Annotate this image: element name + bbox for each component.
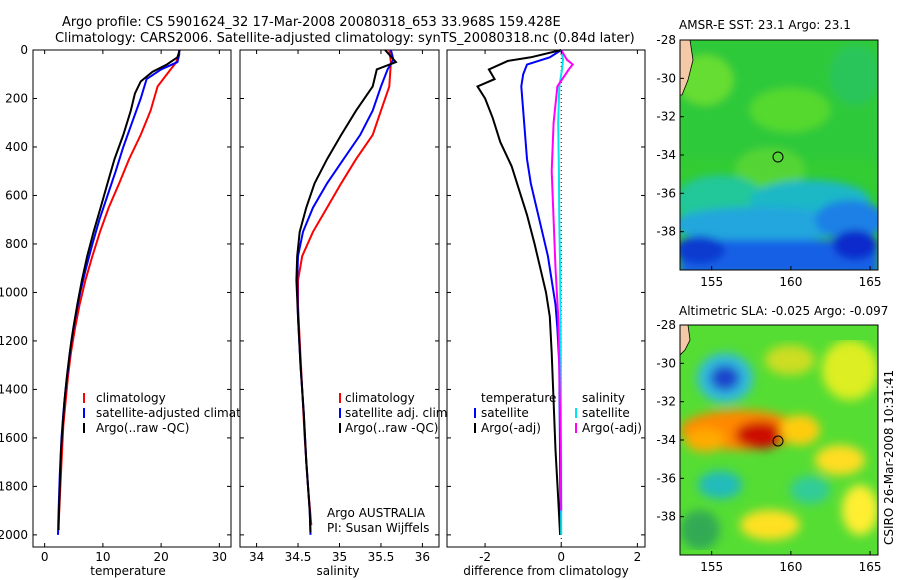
sst-field: [680, 40, 878, 270]
map-y-tick-label: -34: [656, 433, 676, 447]
x-tick-label: -2: [479, 550, 491, 564]
map-x-tick-label: 165: [859, 560, 882, 574]
legend-label-climatology: climatology: [96, 391, 166, 405]
y-tick-label: 1000: [0, 285, 28, 299]
salinity-xlabel: salinity: [316, 564, 359, 578]
argo-note-line2: PI: Susan Wijffels: [327, 521, 429, 535]
difference-panel: -2 0 2 difference from climatology tempera…: [446, 49, 646, 578]
x-tick-label: 10: [95, 550, 110, 564]
y-tick-label: 1400: [0, 382, 28, 396]
difference-legend: temperature satellite Argo(-adj) salinit…: [474, 391, 642, 435]
legend-label-temp-argo: Argo(-adj): [481, 421, 541, 435]
legend-label-sal-satellite: satellite: [582, 406, 630, 420]
x-tick-label: 34.5: [285, 550, 312, 564]
sla-field: [680, 325, 878, 555]
x-tick-label: 0: [41, 550, 49, 564]
map-y-tick-label: -30: [656, 356, 676, 370]
y-tick-label: 0: [20, 43, 28, 57]
temperature-xlabel: temperature: [90, 564, 165, 578]
y-tick-label: 1800: [0, 479, 28, 493]
map-y-tick-label: -30: [656, 71, 676, 85]
temperature-panel: 0 10 20 30 0 200 400 600 800 1000 1200 1400 1600 1800…: [0, 43, 274, 578]
float-marker-sla: [772, 435, 784, 447]
map-y-tick-label: -36: [656, 186, 676, 200]
y-tick-label: 600: [5, 188, 28, 202]
map-y-tick-label: -36: [656, 471, 676, 485]
figure-title-line1: Argo profile: CS 5901624_32 17-Mar-2008 …: [62, 15, 561, 30]
difference-xlabel: difference from climatology: [463, 564, 629, 578]
float-marker-sst: [772, 151, 784, 163]
map-y-tick-label: -28: [656, 33, 676, 47]
series-line-temperature-argo-adj-: [476, 49, 562, 535]
map-x-tick-label: 155: [700, 560, 723, 574]
y-tick-label: 2000: [0, 528, 28, 542]
argo-note-line1: Argo AUSTRALIA: [327, 506, 426, 520]
map-x-tick-label: 155: [700, 275, 723, 289]
temperature-axes: [32, 49, 232, 548]
series-line-salinity-argo-adj-: [550, 49, 575, 511]
series-line-argo-raw-qc-: [57, 49, 181, 530]
y-tick-label: 1200: [0, 334, 28, 348]
map-y-tick-label: -32: [656, 395, 676, 409]
y-tick-label: 400: [5, 140, 28, 154]
x-tick-label: 20: [153, 550, 168, 564]
temperature-legend: climatology satellite-adjusted climatolo…: [83, 391, 274, 435]
x-tick-label: 30: [212, 550, 227, 564]
salinity-panel: 34 34.5 35 35.5 36 salinity climatology sate…: [239, 49, 451, 578]
legend-label-sal-argo: Argo(-adj): [582, 421, 642, 435]
y-tick-label: 200: [5, 91, 28, 105]
x-tick-label: 35: [332, 550, 347, 564]
legend-label-argo: Argo(..raw -QC): [345, 421, 438, 435]
map-x-tick-label: 160: [779, 560, 802, 574]
x-tick-label: 36: [415, 550, 430, 564]
coastline-land: [680, 40, 694, 96]
map-y-tick-label: -28: [656, 318, 676, 332]
salinity-legend: climatology satellite adj. clim. Argo(..…: [339, 391, 451, 435]
legend-label-satellite: satellite-adjusted climatology: [96, 406, 274, 420]
salinity-axes: [239, 49, 440, 548]
x-tick-label: 2: [634, 550, 642, 564]
map-y-tick-label: -34: [656, 148, 676, 162]
sst-map-title: AMSR-E SST: 23.1 Argo: 23.1: [679, 18, 851, 32]
map-y-tick-label: -38: [656, 510, 676, 524]
series-line-salinity-satellite: [557, 49, 565, 535]
legend-heading-salinity: salinity: [582, 391, 625, 405]
y-tick-label: 1600: [0, 431, 28, 445]
coastline-land: [680, 325, 691, 356]
map-y-tick-label: -32: [656, 110, 676, 124]
sst-map: AMSR-E SST: 23.1 Argo: 23.1 155 160 165-2: [656, 18, 882, 289]
legend-label-temp-satellite: satellite: [481, 406, 529, 420]
y-tick-label: 800: [5, 237, 28, 251]
x-tick-label: 35.5: [368, 550, 395, 564]
figure-title-line2: Climatology: CARS2006. Satellite-adjuste…: [55, 31, 635, 46]
map-y-tick-label: -38: [656, 225, 676, 239]
legend-label-climatology: climatology: [345, 391, 415, 405]
legend-label-argo: Argo(..raw -QC): [96, 421, 189, 435]
map-x-tick-label: 165: [859, 275, 882, 289]
x-tick-label: 34: [249, 550, 264, 564]
legend-heading-temperature: temperature: [481, 391, 556, 405]
legend-label-satellite: satellite adj. clim.: [345, 406, 451, 420]
x-tick-label: 0: [557, 550, 565, 564]
sla-map: Altimetric SLA: -0.025 Argo: -0.097: [656, 304, 888, 574]
credit-timestamp: CSIRO 26-Mar-2008 10:31:41: [882, 370, 896, 545]
map-x-tick-label: 160: [779, 275, 802, 289]
series-line-argo-raw-qc-: [295, 49, 398, 533]
sla-map-title: Altimetric SLA: -0.025 Argo: -0.097: [679, 304, 888, 318]
